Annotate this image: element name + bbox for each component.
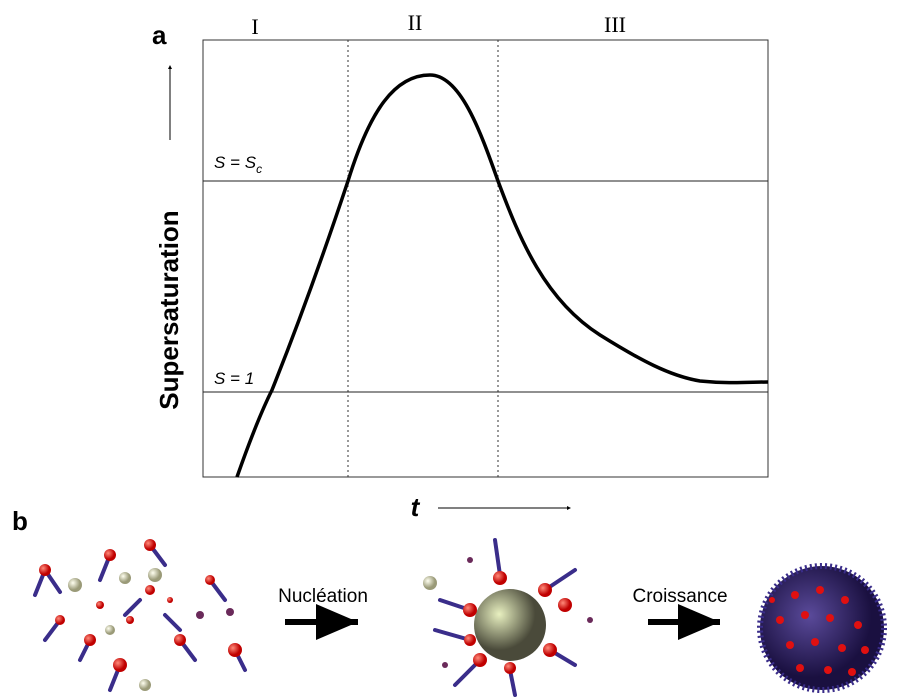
precursor-cloud [33,539,247,692]
level-label: S = 1 [214,369,254,388]
region-label: I [251,14,258,39]
region-label: III [604,12,626,37]
grown-nanoparticle [757,563,887,693]
level-subscript: c [256,162,262,176]
level-label: S = Sc [214,153,262,176]
panel-label: a [152,20,167,50]
y-axis-label: Supersaturation [154,210,184,409]
plot-frame [202,39,769,478]
step-label: Nucléation [278,586,368,607]
level-text: S = S [214,153,257,172]
supersaturation-curve [235,73,769,478]
step-label: Croissance [632,586,727,607]
nucleus [423,538,593,697]
x-axis-label: t [411,492,421,522]
region-label: II [408,10,423,35]
panel-label: b [12,506,28,536]
